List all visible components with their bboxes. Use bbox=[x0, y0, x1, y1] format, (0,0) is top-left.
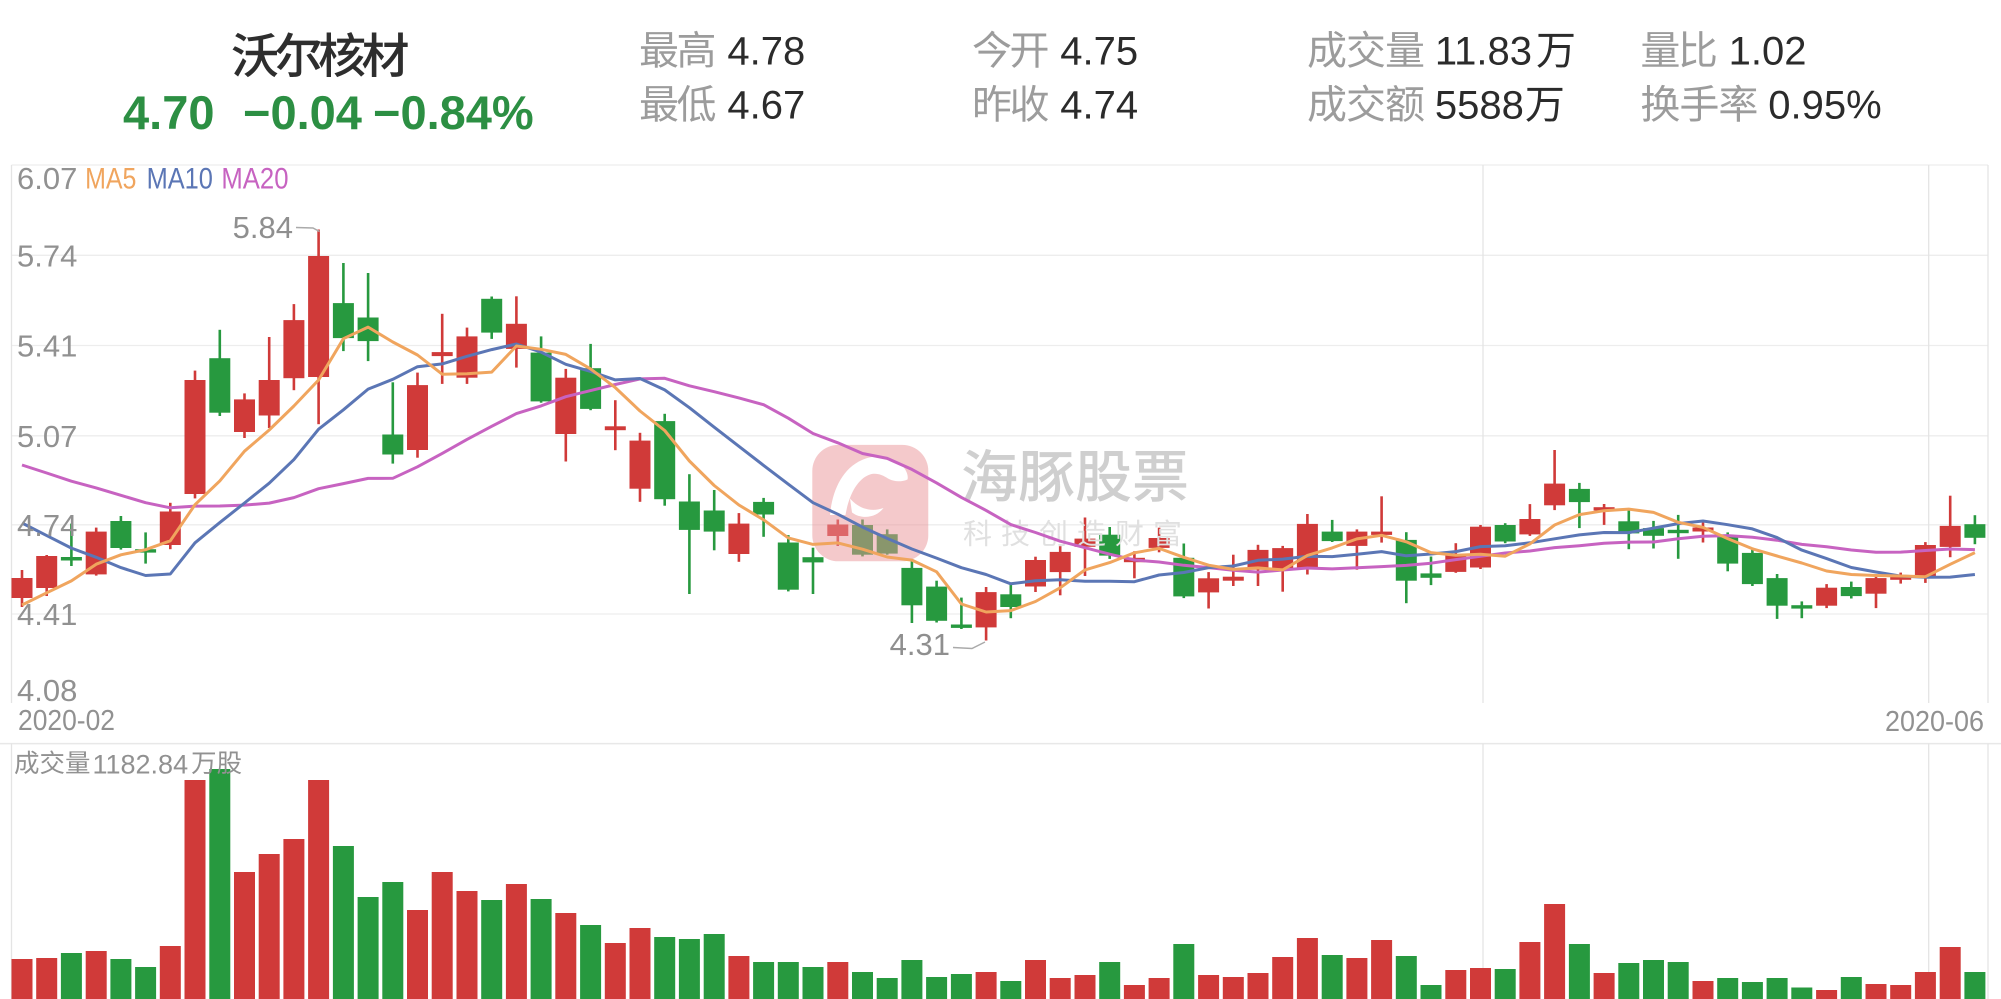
svg-text:1182.84: 1182.84 bbox=[93, 750, 189, 780]
svg-text:5.41: 5.41 bbox=[17, 329, 77, 364]
svg-text:0.95%: 0.95% bbox=[1768, 84, 1881, 128]
svg-text:2020-06: 2020-06 bbox=[1885, 706, 1984, 738]
svg-text:5.74: 5.74 bbox=[17, 238, 77, 273]
svg-text:11.83: 11.83 bbox=[1435, 30, 1532, 74]
svg-text:−0.04: −0.04 bbox=[243, 86, 362, 139]
svg-text:4.41: 4.41 bbox=[17, 597, 77, 632]
svg-text:4.67: 4.67 bbox=[727, 84, 805, 128]
svg-text:4.74: 4.74 bbox=[1060, 84, 1138, 128]
svg-text:MA5: MA5 bbox=[85, 163, 136, 196]
svg-text:5.07: 5.07 bbox=[17, 419, 77, 454]
svg-text:6.07: 6.07 bbox=[17, 161, 77, 196]
svg-text:4.78: 4.78 bbox=[727, 30, 805, 74]
svg-text:1.02: 1.02 bbox=[1729, 30, 1807, 74]
svg-text:4.74: 4.74 bbox=[17, 508, 77, 543]
svg-text:2020-02: 2020-02 bbox=[18, 705, 115, 737]
svg-text:MA10: MA10 bbox=[147, 163, 213, 196]
svg-text:4.31: 4.31 bbox=[890, 627, 950, 662]
svg-text:4.75: 4.75 bbox=[1060, 30, 1138, 74]
svg-text:MA20: MA20 bbox=[221, 163, 288, 196]
svg-text:4.08: 4.08 bbox=[17, 673, 77, 708]
svg-text:5.84: 5.84 bbox=[233, 210, 293, 245]
svg-text:5588: 5588 bbox=[1435, 84, 1524, 128]
svg-text:4.70: 4.70 bbox=[123, 86, 214, 139]
svg-text:−0.84%: −0.84% bbox=[373, 86, 534, 139]
